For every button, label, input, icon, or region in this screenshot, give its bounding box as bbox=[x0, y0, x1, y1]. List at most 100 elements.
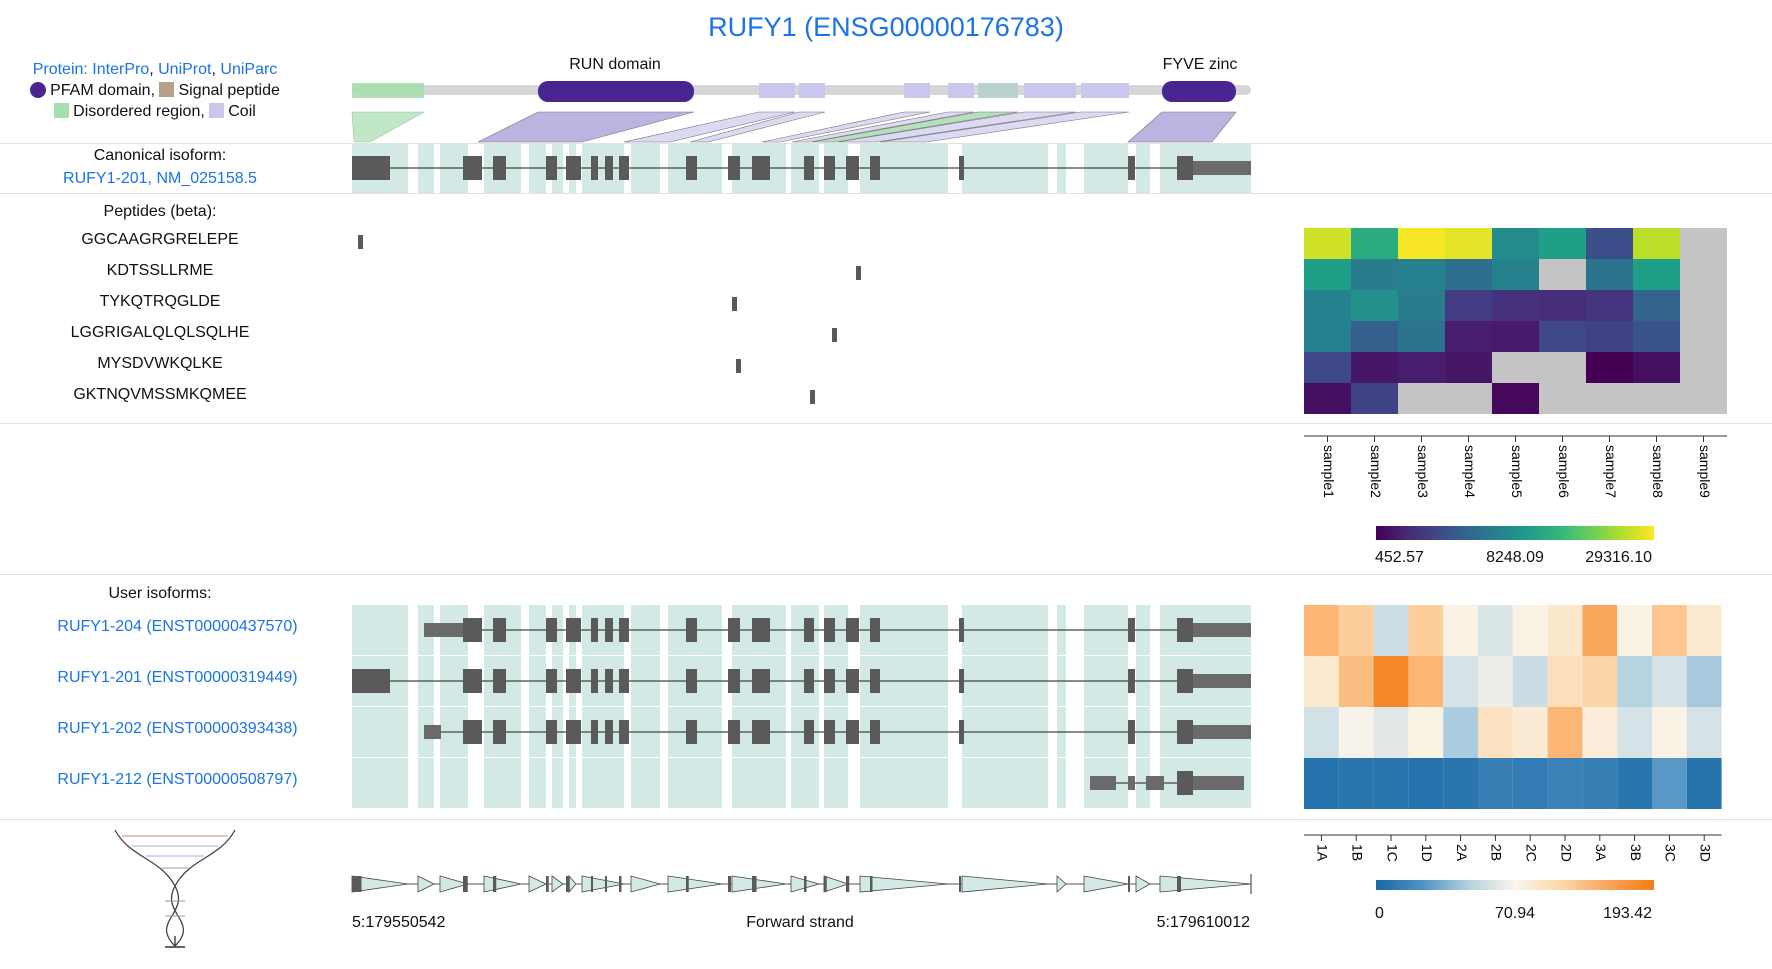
user-isoform-exon[interactable] bbox=[728, 618, 740, 642]
user-isoform-exon[interactable] bbox=[1177, 771, 1193, 795]
heatmap-cell[interactable] bbox=[1443, 656, 1478, 707]
canonical-exon[interactable] bbox=[728, 156, 740, 180]
heatmap-cell[interactable] bbox=[1633, 383, 1680, 414]
fyve-domain[interactable] bbox=[1162, 81, 1236, 102]
user-isoform-utr[interactable] bbox=[1090, 776, 1116, 790]
user-isoform-exon[interactable] bbox=[804, 669, 814, 693]
user-isoform-exon[interactable] bbox=[752, 618, 770, 642]
heatmap-cell[interactable] bbox=[1492, 383, 1539, 414]
heatmap-cell[interactable] bbox=[1633, 290, 1680, 321]
user-isoform-exon[interactable] bbox=[566, 720, 581, 744]
heatmap-cell[interactable] bbox=[1445, 259, 1492, 290]
heatmap-cell[interactable] bbox=[1512, 758, 1548, 809]
heatmap-cell[interactable] bbox=[1445, 228, 1492, 259]
heatmap-cell[interactable] bbox=[1586, 290, 1633, 321]
heatmap-cell[interactable] bbox=[1512, 656, 1548, 707]
user-isoform-exon[interactable] bbox=[752, 669, 770, 693]
heatmap-cell[interactable] bbox=[1582, 758, 1618, 809]
heatmap-cell[interactable] bbox=[1338, 758, 1374, 809]
user-isoform-exon[interactable] bbox=[546, 720, 557, 744]
heatmap-cell[interactable] bbox=[1539, 321, 1586, 352]
heatmap-cell[interactable] bbox=[1652, 656, 1687, 707]
user-isoform-exon[interactable] bbox=[728, 669, 740, 693]
run-domain[interactable] bbox=[538, 81, 694, 102]
heatmap-cell[interactable] bbox=[1304, 758, 1339, 809]
heatmap-cell[interactable] bbox=[1478, 605, 1513, 656]
heatmap-cell[interactable] bbox=[1586, 321, 1633, 352]
peptide-mark[interactable] bbox=[810, 390, 815, 404]
heatmap-cell[interactable] bbox=[1478, 656, 1513, 707]
heatmap-cell[interactable] bbox=[1304, 605, 1339, 656]
heatmap-cell[interactable] bbox=[1492, 259, 1539, 290]
user-isoform-utr[interactable] bbox=[1128, 776, 1135, 790]
heatmap-cell[interactable] bbox=[1680, 383, 1727, 414]
heatmap-cell[interactable] bbox=[1443, 605, 1478, 656]
user-isoform-link[interactable]: RUFY1-202 (ENST00000393438) bbox=[57, 720, 298, 737]
heatmap-cell[interactable] bbox=[1478, 707, 1513, 758]
heatmap-cell[interactable] bbox=[1338, 707, 1374, 758]
heatmap-cell[interactable] bbox=[1408, 605, 1444, 656]
heatmap-cell[interactable] bbox=[1680, 259, 1727, 290]
user-isoform-exon[interactable] bbox=[870, 618, 880, 642]
heatmap-cell[interactable] bbox=[1652, 605, 1687, 656]
heatmap-cell[interactable] bbox=[1582, 605, 1618, 656]
canonical-exon[interactable] bbox=[591, 156, 598, 180]
heatmap-cell[interactable] bbox=[1398, 259, 1445, 290]
canonical-exon[interactable] bbox=[493, 156, 506, 180]
heatmap-cell[interactable] bbox=[1351, 228, 1398, 259]
heatmap-cell[interactable] bbox=[1373, 656, 1409, 707]
user-isoform-exon[interactable] bbox=[870, 720, 880, 744]
heatmap-cell[interactable] bbox=[1304, 656, 1339, 707]
heatmap-cell[interactable] bbox=[1351, 259, 1398, 290]
heatmap-cell[interactable] bbox=[1304, 290, 1351, 321]
heatmap-cell[interactable] bbox=[1304, 321, 1351, 352]
user-isoform-exon[interactable] bbox=[463, 720, 482, 744]
heatmap-cell[interactable] bbox=[1582, 656, 1618, 707]
heatmap-cell[interactable] bbox=[1492, 228, 1539, 259]
heatmap-cell[interactable] bbox=[1686, 656, 1722, 707]
heatmap-cell[interactable] bbox=[1373, 758, 1409, 809]
canonical-exon[interactable] bbox=[686, 156, 697, 180]
heatmap-cell[interactable] bbox=[1492, 321, 1539, 352]
canonical-exon[interactable] bbox=[566, 156, 581, 180]
peptide-mark[interactable] bbox=[856, 266, 861, 280]
heatmap-cell[interactable] bbox=[1351, 290, 1398, 321]
heatmap-cell[interactable] bbox=[1304, 259, 1351, 290]
heatmap-cell[interactable] bbox=[1633, 352, 1680, 383]
user-isoform-exon[interactable] bbox=[728, 720, 740, 744]
peptide-label[interactable]: KDTSSLLRME bbox=[106, 262, 214, 279]
interpro-link[interactable]: InterPro bbox=[92, 61, 150, 78]
user-isoform-exon[interactable] bbox=[1128, 669, 1135, 693]
user-isoform-exon[interactable] bbox=[752, 720, 770, 744]
heatmap-cell[interactable] bbox=[1492, 290, 1539, 321]
peptide-mark[interactable] bbox=[832, 328, 837, 342]
heatmap-cell[interactable] bbox=[1547, 605, 1583, 656]
user-isoform-exon[interactable] bbox=[463, 618, 482, 642]
heatmap-cell[interactable] bbox=[1582, 707, 1618, 758]
canonical-exon[interactable] bbox=[352, 156, 390, 180]
canonical-exon[interactable] bbox=[1128, 156, 1135, 180]
peptide-label[interactable]: LGGRIGALQLQLSQLHE bbox=[70, 324, 250, 341]
heatmap-cell[interactable] bbox=[1398, 352, 1445, 383]
user-isoform-exon[interactable] bbox=[1177, 669, 1193, 693]
user-isoform-exon[interactable] bbox=[591, 669, 598, 693]
heatmap-cell[interactable] bbox=[1617, 656, 1652, 707]
heatmap-cell[interactable] bbox=[1686, 707, 1722, 758]
peptide-mark[interactable] bbox=[358, 235, 363, 249]
user-isoform-utr[interactable] bbox=[1146, 776, 1164, 790]
heatmap-cell[interactable] bbox=[1539, 290, 1586, 321]
heatmap-cell[interactable] bbox=[1680, 228, 1727, 259]
canonical-exon[interactable] bbox=[619, 156, 629, 180]
user-isoform-exon[interactable] bbox=[1177, 618, 1193, 642]
user-isoform-utr[interactable] bbox=[424, 725, 441, 739]
heatmap-cell[interactable] bbox=[1547, 707, 1583, 758]
canonical-exon[interactable] bbox=[870, 156, 880, 180]
user-isoform-exon[interactable] bbox=[619, 669, 629, 693]
user-isoform-exon[interactable] bbox=[546, 669, 557, 693]
user-isoform-exon[interactable] bbox=[1128, 720, 1135, 744]
heatmap-cell[interactable] bbox=[1652, 758, 1687, 809]
heatmap-cell[interactable] bbox=[1617, 707, 1652, 758]
heatmap-cell[interactable] bbox=[1373, 707, 1409, 758]
user-isoform-exon[interactable] bbox=[619, 720, 629, 744]
heatmap-cell[interactable] bbox=[1398, 321, 1445, 352]
